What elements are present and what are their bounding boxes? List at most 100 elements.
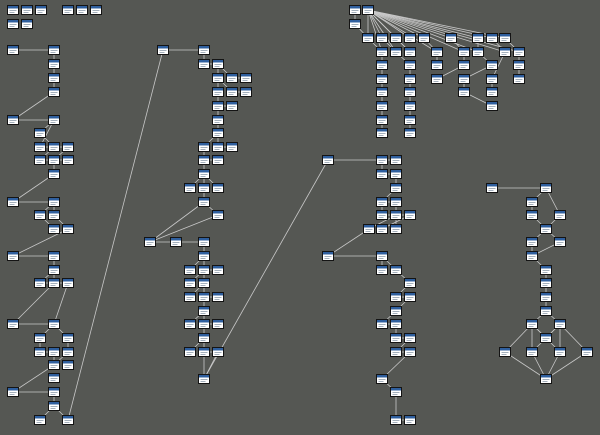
node-c90[interactable]: [431, 74, 443, 84]
node-c152[interactable]: [540, 306, 552, 316]
node-b39[interactable]: [62, 415, 74, 425]
node-c0[interactable]: [157, 45, 169, 55]
node-c136[interactable]: [404, 415, 416, 425]
node-c89[interactable]: [404, 74, 416, 84]
node-c28[interactable]: [184, 265, 196, 275]
node-c83[interactable]: [404, 60, 416, 70]
node-c13[interactable]: [212, 128, 224, 138]
node-c96[interactable]: [458, 87, 470, 97]
node-c1[interactable]: [198, 45, 210, 55]
node-b41[interactable]: [62, 360, 74, 370]
node-b24[interactable]: [34, 278, 46, 288]
node-c16[interactable]: [226, 142, 238, 152]
node-c39[interactable]: [212, 319, 224, 329]
node-c116[interactable]: [363, 224, 375, 234]
node-b11[interactable]: [34, 155, 46, 165]
node-c33[interactable]: [184, 292, 196, 302]
node-c133[interactable]: [376, 374, 388, 384]
node-c74[interactable]: [376, 47, 388, 57]
node-c110[interactable]: [390, 183, 402, 193]
node-b6[interactable]: [48, 115, 60, 125]
node-b13[interactable]: [62, 155, 74, 165]
node-c20[interactable]: [198, 183, 210, 193]
node-c27[interactable]: [198, 251, 210, 261]
node-c158[interactable]: [581, 347, 593, 357]
node-a1[interactable]: [7, 5, 19, 15]
node-c105[interactable]: [322, 155, 334, 165]
node-c72[interactable]: [486, 33, 498, 43]
node-c23[interactable]: [198, 197, 210, 207]
node-b5[interactable]: [7, 115, 19, 125]
node-c81[interactable]: [513, 47, 525, 57]
node-c154[interactable]: [554, 319, 566, 329]
node-a2[interactable]: [21, 5, 33, 15]
node-b23[interactable]: [48, 265, 60, 275]
node-c101[interactable]: [376, 115, 388, 125]
node-c65[interactable]: [362, 33, 374, 43]
node-c76[interactable]: [404, 47, 416, 57]
node-c93[interactable]: [513, 74, 525, 84]
node-c145[interactable]: [540, 224, 552, 234]
node-c87[interactable]: [513, 60, 525, 70]
node-b26[interactable]: [62, 278, 74, 288]
node-c100[interactable]: [486, 101, 498, 111]
node-c146[interactable]: [526, 237, 538, 247]
node-b38[interactable]: [34, 415, 46, 425]
node-c45[interactable]: [170, 237, 182, 247]
node-c30[interactable]: [212, 265, 224, 275]
node-b34[interactable]: [48, 360, 60, 370]
node-c19[interactable]: [184, 183, 196, 193]
node-b25[interactable]: [48, 278, 60, 288]
node-b9[interactable]: [48, 142, 60, 152]
node-c143[interactable]: [526, 210, 538, 220]
node-b2[interactable]: [48, 59, 60, 69]
node-a7[interactable]: [76, 5, 88, 15]
node-c144[interactable]: [554, 210, 566, 220]
node-c14[interactable]: [198, 142, 210, 152]
node-c151[interactable]: [540, 292, 552, 302]
node-c32[interactable]: [198, 278, 210, 288]
node-b8[interactable]: [34, 142, 46, 152]
node-c31[interactable]: [184, 278, 196, 288]
node-c117[interactable]: [376, 224, 388, 234]
node-b12[interactable]: [48, 155, 60, 165]
node-c134[interactable]: [390, 387, 402, 397]
node-b31[interactable]: [34, 347, 46, 357]
node-b33[interactable]: [62, 347, 74, 357]
node-c125[interactable]: [404, 292, 416, 302]
node-b19[interactable]: [48, 224, 60, 234]
node-c70[interactable]: [445, 33, 457, 43]
node-c115[interactable]: [404, 210, 416, 220]
node-c7[interactable]: [212, 87, 224, 97]
node-c160[interactable]: [540, 374, 552, 384]
node-b14[interactable]: [48, 169, 60, 179]
node-b0[interactable]: [7, 45, 19, 55]
node-b28[interactable]: [48, 319, 60, 329]
node-c131[interactable]: [390, 347, 402, 357]
node-c148[interactable]: [526, 251, 538, 261]
node-c104[interactable]: [404, 128, 416, 138]
node-a6[interactable]: [62, 5, 74, 15]
node-c88[interactable]: [376, 74, 388, 84]
node-c24[interactable]: [212, 210, 224, 220]
node-c66[interactable]: [376, 33, 388, 43]
node-c63[interactable]: [362, 5, 374, 15]
node-a4[interactable]: [7, 19, 19, 29]
node-b32[interactable]: [48, 347, 60, 357]
node-c9[interactable]: [240, 87, 252, 97]
node-c114[interactable]: [390, 210, 402, 220]
node-c95[interactable]: [404, 87, 416, 97]
node-c75[interactable]: [390, 47, 402, 57]
node-c10[interactable]: [212, 101, 224, 111]
node-b4[interactable]: [48, 87, 60, 97]
node-c36[interactable]: [198, 306, 210, 316]
node-b17[interactable]: [34, 210, 46, 220]
node-c80[interactable]: [499, 47, 511, 57]
node-c111[interactable]: [376, 197, 388, 207]
node-b36[interactable]: [48, 387, 60, 397]
node-c129[interactable]: [390, 333, 402, 343]
node-c85[interactable]: [458, 60, 470, 70]
node-c38[interactable]: [198, 319, 210, 329]
node-c150[interactable]: [540, 278, 552, 288]
node-c130[interactable]: [404, 333, 416, 343]
